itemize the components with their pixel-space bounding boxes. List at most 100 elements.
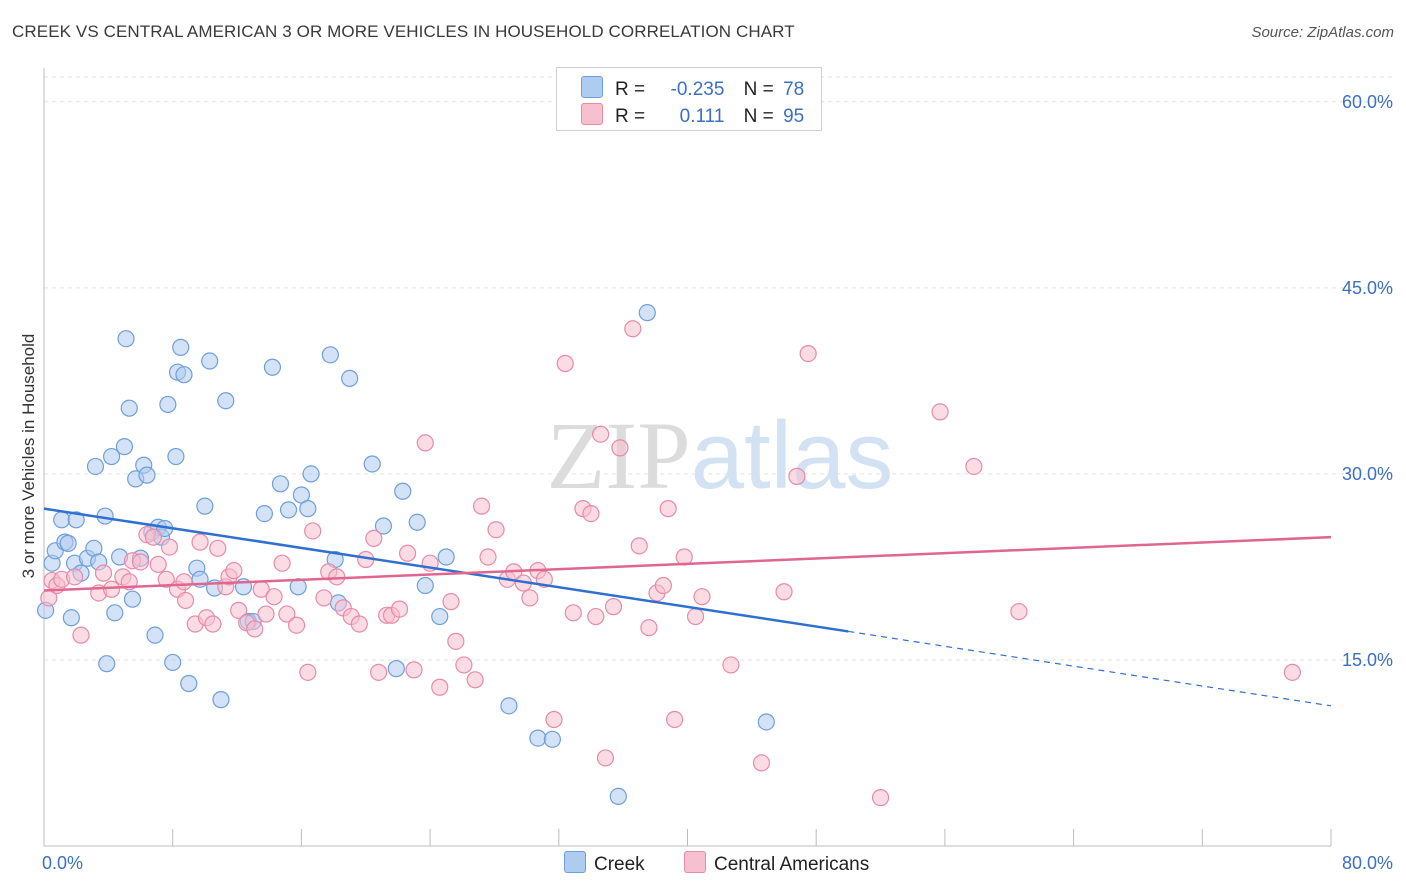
legend-r-value: -0.235 — [670, 79, 725, 100]
creek-point — [529, 729, 547, 747]
central-point — [442, 593, 460, 611]
creek-point — [394, 482, 412, 500]
creek-swatch — [581, 76, 603, 98]
creek-point — [102, 447, 121, 466]
central-point — [191, 533, 209, 551]
creek-point — [159, 395, 177, 414]
central-point — [654, 576, 672, 595]
creek-point — [217, 392, 235, 410]
central-point — [1283, 663, 1301, 681]
central-point — [556, 354, 574, 373]
central-point — [157, 570, 175, 588]
central-point — [592, 425, 610, 443]
central-point — [299, 663, 317, 681]
central-point — [686, 607, 705, 626]
central-point — [775, 583, 793, 601]
central-point — [487, 521, 505, 539]
central-point — [65, 568, 84, 586]
central-point — [204, 615, 222, 633]
central-point — [521, 589, 539, 607]
creek-point — [609, 787, 627, 805]
central-point — [545, 710, 563, 729]
y-tick-label: 30.0% — [1342, 464, 1393, 484]
legend-n-label: N = — [743, 79, 774, 100]
legend-r-label: R = — [615, 106, 646, 127]
central-point — [176, 591, 195, 610]
central-point — [209, 539, 227, 557]
creek-point — [180, 674, 198, 693]
central-point — [149, 555, 167, 574]
central-point — [587, 607, 605, 626]
creek-point — [115, 438, 134, 456]
central-point — [304, 522, 322, 540]
central-legend-swatch — [683, 851, 706, 873]
creek-point — [123, 590, 142, 608]
y-axis-title: 3 or more Vehicles in Household — [19, 334, 38, 579]
central-point — [799, 344, 817, 363]
watermark: ZIPatlas — [547, 402, 894, 509]
central-point — [273, 554, 291, 572]
creek-point — [416, 576, 434, 595]
central-legend-label: Central Americans — [713, 854, 870, 875]
source-label: Source: ZipAtlas.com — [1251, 24, 1394, 41]
central-point — [398, 544, 417, 562]
central-point — [466, 671, 484, 689]
central-point — [365, 529, 383, 548]
creek-point — [196, 497, 214, 515]
series-legend: Creek Central Americans — [564, 851, 869, 876]
creek-point — [117, 330, 135, 348]
creek-point — [431, 607, 449, 626]
creek-legend-label: Creek — [594, 854, 645, 875]
legend-r-value: 0.111 — [679, 106, 725, 127]
creek-point — [106, 604, 124, 622]
central-point — [624, 320, 642, 338]
central-point — [315, 589, 333, 607]
central-point — [630, 537, 648, 555]
creek-point — [201, 352, 219, 370]
central-point — [175, 573, 193, 591]
correlation-legend: R = -0.235 N = 78 R = 0.111 N = 95 — [556, 67, 822, 131]
creek-point — [500, 697, 518, 715]
creek-legend-swatch — [564, 851, 586, 873]
creek-point — [172, 338, 190, 356]
central-point — [472, 497, 491, 515]
central-trend-line — [43, 535, 1332, 592]
central-point — [72, 626, 90, 644]
central-point — [965, 457, 983, 476]
central-point — [431, 678, 449, 696]
creek-point — [341, 369, 359, 387]
central-point — [94, 564, 113, 582]
creek-point — [299, 500, 317, 518]
central-point — [1010, 602, 1028, 621]
central-point — [131, 553, 150, 571]
creek-point — [164, 653, 182, 672]
central-point — [287, 616, 306, 634]
central-point — [370, 663, 388, 681]
central-point — [230, 601, 248, 619]
creek-point — [62, 609, 80, 627]
creek-point — [138, 466, 156, 484]
x-tick-label: 0.0% — [42, 853, 83, 873]
central-point — [246, 620, 264, 638]
central-point — [931, 403, 949, 421]
central-point — [640, 619, 658, 637]
creek-point — [543, 730, 561, 748]
central-point — [225, 562, 243, 580]
legend-row-creek: R = -0.235 N = 78 — [581, 76, 804, 101]
central-point — [455, 656, 473, 674]
central-point — [479, 548, 497, 566]
central-point — [390, 600, 409, 618]
central-point — [265, 588, 283, 606]
creek-point — [53, 511, 71, 529]
creek-point — [387, 660, 405, 678]
y-tick-label: 45.0% — [1342, 278, 1393, 298]
central-point — [722, 656, 740, 674]
central-point — [160, 538, 179, 556]
creek-point — [321, 346, 339, 364]
creek-point — [437, 548, 455, 566]
creek-point — [86, 457, 105, 476]
central-point — [582, 504, 600, 523]
central-swatch — [581, 103, 603, 125]
creek-point — [59, 534, 77, 552]
